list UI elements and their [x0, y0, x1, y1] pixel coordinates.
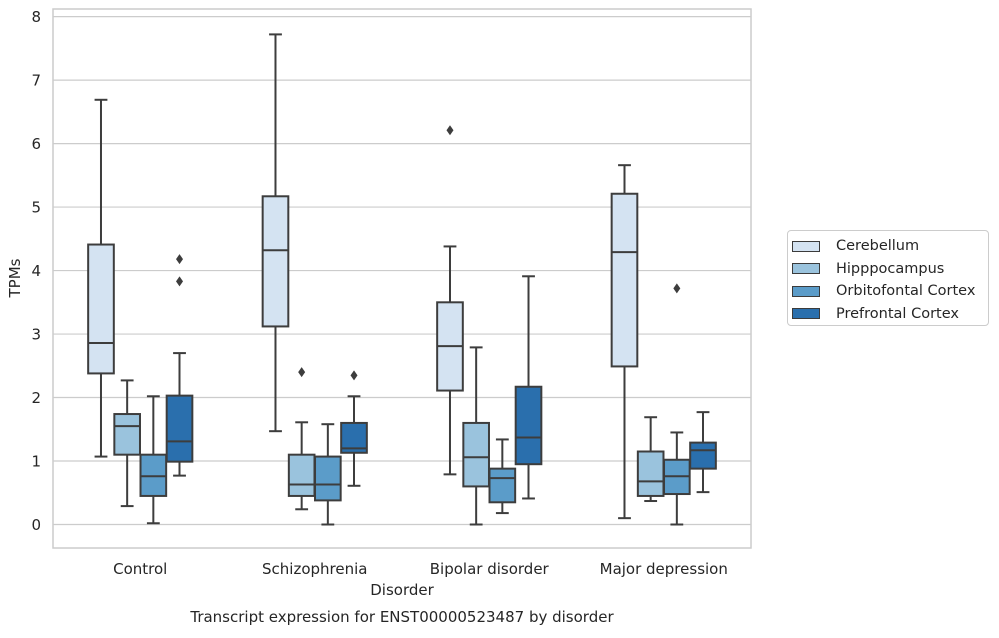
x-tick-label: Control: [113, 560, 167, 578]
box-cerebellum: [261, 33, 290, 433]
x-tick-label: Major depression: [600, 560, 728, 578]
legend-swatch: [792, 308, 820, 320]
chart-title: Transcript expression for ENST0000052348…: [189, 608, 614, 626]
y-tick-label: 6: [31, 135, 41, 153]
legend-label: Cerebellum: [836, 238, 920, 255]
legend-label: Hipppocampus: [836, 260, 945, 277]
box-prefrontal-cortex: [340, 370, 368, 487]
iqr-box: [287, 453, 316, 497]
box-cerebellum: [610, 164, 639, 520]
y-tick-label: 7: [31, 72, 41, 90]
iqr-box: [165, 394, 194, 463]
y-tick-labels: 0 1 2 3 4 5 6 7 8: [31, 8, 41, 534]
legend-swatch: [792, 263, 820, 275]
legend-swatch: [792, 240, 820, 252]
x-tick-label: Bipolar disorder: [430, 560, 550, 578]
box-orbitofontal-cortex: [663, 283, 691, 526]
outlier-point: [298, 367, 306, 378]
outlier-point: [673, 283, 681, 294]
legend-item: Cerebellum: [792, 235, 988, 258]
boxes: [87, 33, 717, 526]
x-axis-label: Disorder: [370, 581, 434, 599]
box-hipppocampus: [113, 379, 141, 508]
legend-label: Orbitofontal Cortex: [836, 283, 976, 300]
iqr-box: [113, 413, 141, 456]
box-prefrontal-cortex: [689, 411, 717, 494]
y-tick-label: 2: [31, 389, 41, 407]
box-orbitofontal-cortex: [314, 423, 342, 526]
box-hipppocampus: [287, 367, 316, 511]
plot-frame: [52, 8, 752, 549]
y-tick-label: 1: [31, 453, 41, 471]
iqr-box: [689, 441, 717, 470]
box-cerebellum: [436, 125, 464, 476]
iqr-box: [314, 455, 342, 502]
x-tick-labels: Control Schizophrenia Bipolar disorder Majo…: [113, 560, 728, 578]
iqr-box: [636, 450, 665, 497]
y-tick-label: 8: [31, 8, 41, 26]
y-tick-label: 5: [31, 199, 41, 217]
outlier-point: [350, 370, 358, 381]
box-hipppocampus: [462, 346, 490, 526]
legend-swatch: [792, 285, 820, 297]
y-tick-label: 0: [31, 516, 41, 534]
iqr-box: [87, 243, 115, 375]
iqr-box: [514, 385, 543, 466]
iqr-box: [261, 195, 290, 328]
x-tick-label: Schizophrenia: [262, 560, 367, 578]
box-prefrontal-cortex: [514, 275, 543, 500]
box-cerebellum: [87, 98, 115, 458]
outlier-point: [446, 125, 454, 136]
box-orbitofontal-cortex: [488, 438, 517, 515]
legend-item: Prefrontal Cortex: [792, 303, 988, 326]
legend-item: Orbitofontal Cortex: [792, 280, 988, 303]
y-tick-label: 3: [31, 326, 41, 344]
iqr-box: [488, 467, 517, 504]
y-axis-label: TPMs: [6, 258, 24, 298]
outlier-point: [176, 254, 184, 265]
iqr-box: [462, 421, 490, 488]
box-prefrontal-cortex: [165, 254, 194, 477]
iqr-box: [610, 192, 639, 368]
legend-label: Prefrontal Cortex: [836, 305, 959, 322]
box-orbitofontal-cortex: [139, 395, 168, 525]
y-tick-label: 4: [31, 262, 41, 280]
legend-item: Hipppocampus: [792, 258, 988, 281]
legend: Cerebellum Hipppocampus Orbitofontal Corte…: [787, 230, 989, 326]
outlier-point: [176, 276, 184, 287]
